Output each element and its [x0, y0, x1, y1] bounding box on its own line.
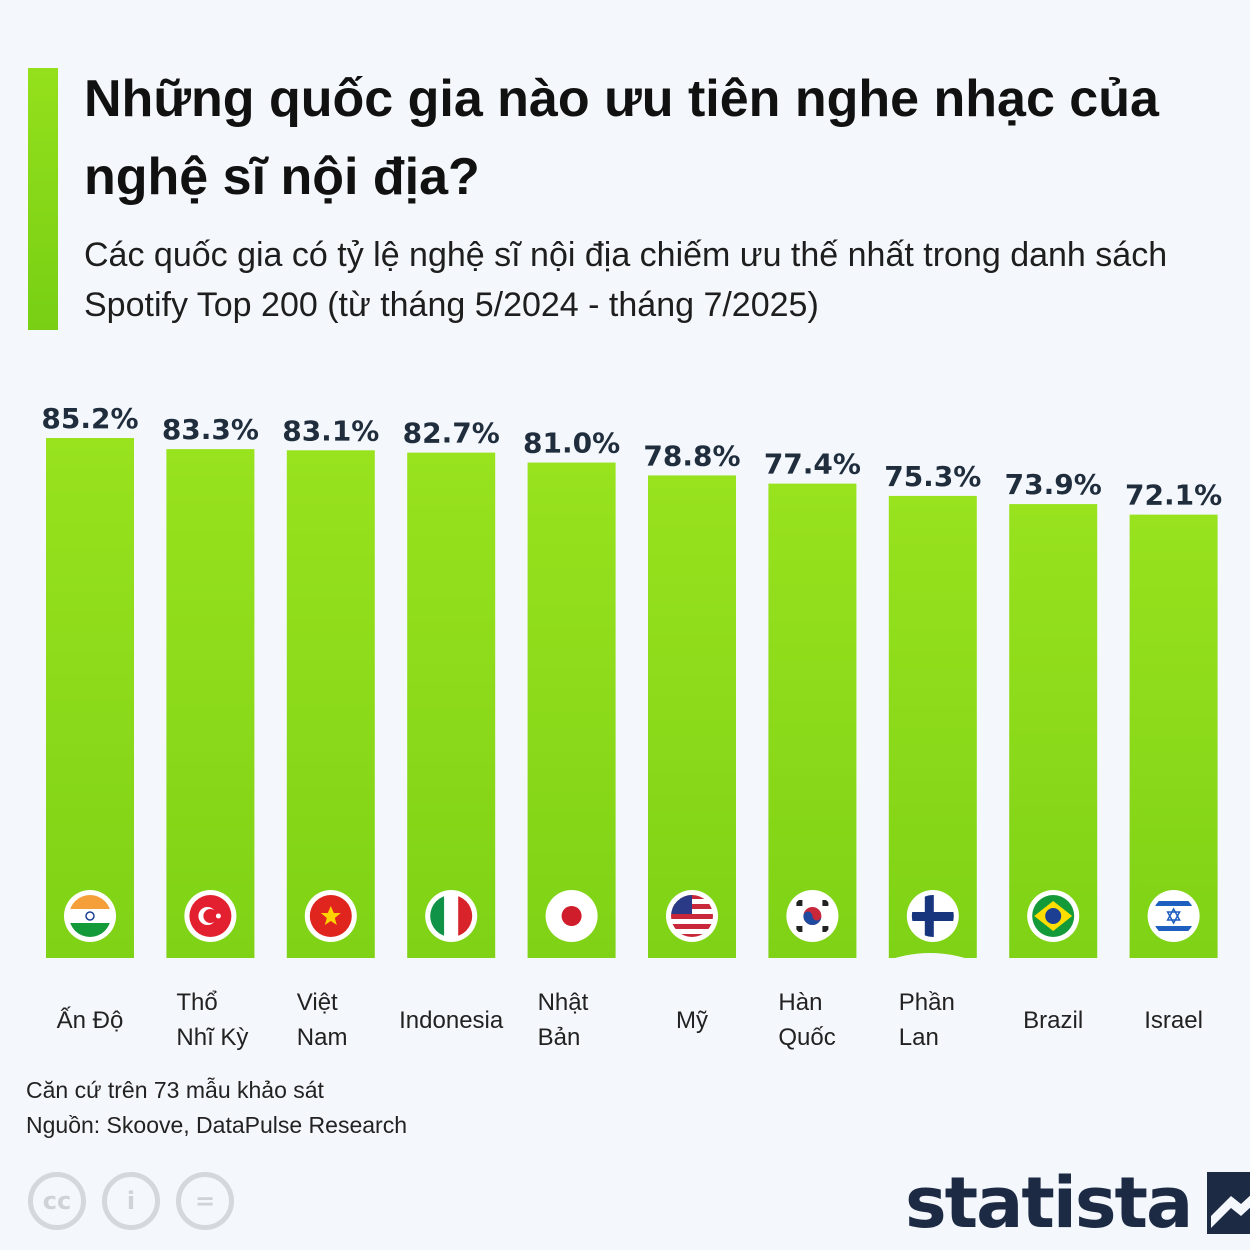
- x-tick-label: Brazil: [1023, 1007, 1084, 1034]
- value-label: 81.0%: [523, 427, 620, 460]
- brazil-flag-icon: [1027, 890, 1080, 942]
- x-tick-label: Việt Nam: [296, 989, 348, 1051]
- value-label: 83.1%: [282, 414, 379, 447]
- x-tick-label: Nhật Bản: [537, 989, 589, 1051]
- x-tick-label: Thổ Nhĩ Kỳ: [176, 989, 249, 1051]
- finland-flag-icon: [906, 890, 959, 942]
- cc-icon: cc: [28, 1172, 86, 1230]
- value-label: 78.8%: [643, 439, 740, 472]
- sample-note: Căn cứ trên 73 mẫu khảo sát: [26, 1077, 324, 1103]
- bar: [407, 452, 496, 958]
- x-tick-label: Hàn Quốc: [778, 989, 836, 1051]
- by-icon: i: [102, 1172, 160, 1230]
- headphones-icon: [852, 953, 1008, 980]
- south-korea-flag-icon: [786, 890, 839, 942]
- bar: [166, 449, 255, 958]
- value-label: 82.7%: [403, 417, 500, 450]
- india-flag-icon: [64, 890, 116, 942]
- japan-flag-icon: [545, 890, 598, 942]
- accent-bar: [28, 68, 58, 330]
- bar: [768, 483, 857, 958]
- bar: [286, 450, 375, 958]
- x-tick-label: Israel: [1144, 1007, 1203, 1034]
- bar: [46, 438, 134, 958]
- vietnam-flag-icon: [304, 890, 357, 942]
- x-tick-label: Mỹ: [676, 1007, 708, 1034]
- x-tick-label: Indonesia: [399, 1007, 504, 1034]
- brand-name: statista: [905, 1162, 1193, 1244]
- source-note: Nguồn: Skoove, DataPulse Research: [26, 1112, 407, 1138]
- footnotes: Căn cứ trên 73 mẫu khảo sát Nguồn: Skoov…: [26, 1073, 407, 1143]
- nd-icon: =: [176, 1172, 234, 1230]
- bar-chart: 85.2% 83.3% 83.1% 82.7% 81.0% 78.8% 77.4% 75.3%…: [41, 402, 1222, 980]
- value-label: 73.9%: [1005, 468, 1102, 501]
- value-label: 75.3%: [884, 460, 981, 493]
- bar: [527, 462, 616, 958]
- chart-title: Những quốc gia nào ưu tiên nghe nhạc của…: [84, 70, 1159, 206]
- chart-subtitle: Các quốc gia có tỷ lệ nghệ sĩ nội địa ch…: [84, 236, 1168, 324]
- bar: [1009, 504, 1098, 958]
- bar: [888, 495, 977, 958]
- turkey-flag-icon: [184, 890, 237, 942]
- x-tick-label: Phần Lan: [898, 989, 955, 1051]
- value-label: 83.3%: [162, 413, 259, 446]
- usa-flag-icon: [666, 890, 718, 942]
- bar: [1129, 514, 1218, 958]
- value-label: 77.4%: [764, 448, 861, 481]
- italy-flag-icon: [425, 890, 478, 942]
- x-tick-label: Ấn Độ: [56, 1007, 124, 1034]
- bar: [648, 475, 736, 958]
- license-icons: cc i =: [28, 1172, 234, 1230]
- value-label: 85.2%: [41, 402, 138, 435]
- value-label: 72.1%: [1125, 479, 1222, 512]
- statista-mark-icon: [1207, 1172, 1250, 1234]
- statista-logo: statista: [905, 1163, 1250, 1243]
- israel-flag-icon: [1147, 890, 1200, 942]
